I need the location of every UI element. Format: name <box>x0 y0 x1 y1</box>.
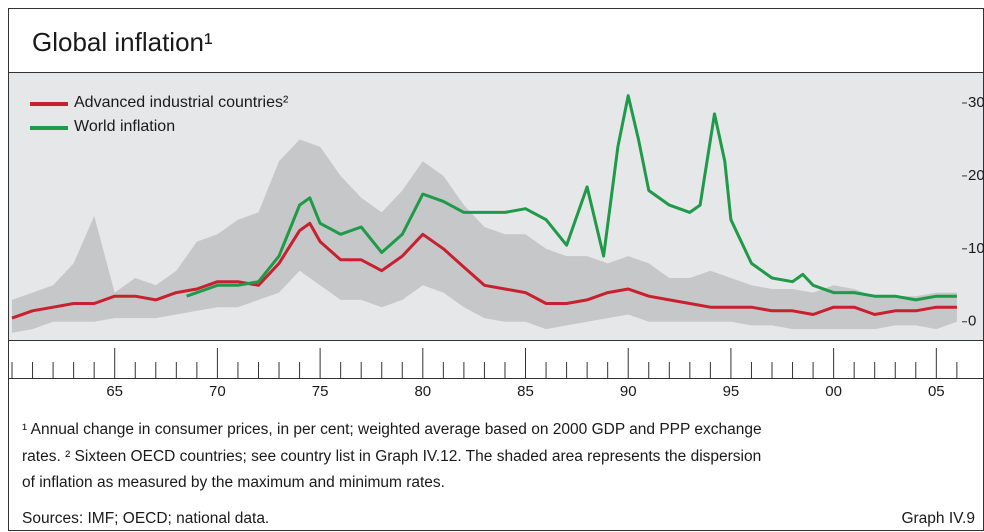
y-tick-label: 0 <box>968 313 976 330</box>
legend-label: World inflation <box>74 118 175 135</box>
x-tick-label: 80 <box>414 383 431 400</box>
sources: Sources: IMF; OECD; national data. <box>22 510 269 527</box>
x-tick-label: 95 <box>723 383 740 400</box>
graph-id: Graph IV.9 <box>901 510 975 527</box>
footnote: ¹ Annual change in consumer prices, in p… <box>22 421 762 438</box>
plot: 0 10 20 30 65 70 75 80 85 90 95 00 05 Advanced indust… <box>11 94 984 400</box>
x-tick-label: 85 <box>517 383 534 400</box>
footnote: of inflation as measured by the maximum … <box>22 474 445 491</box>
x-tick-label: 75 <box>312 383 329 400</box>
x-tick-label: 90 <box>620 383 637 400</box>
x-tick-label: 00 <box>825 383 842 400</box>
y-tick-label: 10 <box>968 240 984 257</box>
y-tick-label: 30 <box>968 94 984 111</box>
footnote: rates. ² Sixteen OECD countries; see cou… <box>22 448 761 465</box>
x-tick-label: 05 <box>928 383 945 400</box>
y-tick-label: 20 <box>968 167 984 184</box>
series-line <box>11 221 957 320</box>
series-line <box>186 94 957 302</box>
legend-label: Advanced industrial countries² <box>74 94 289 111</box>
x-tick-label: 65 <box>106 383 123 400</box>
chart-title: Global inflation¹ <box>32 27 213 57</box>
x-tick-label: 70 <box>209 383 226 400</box>
